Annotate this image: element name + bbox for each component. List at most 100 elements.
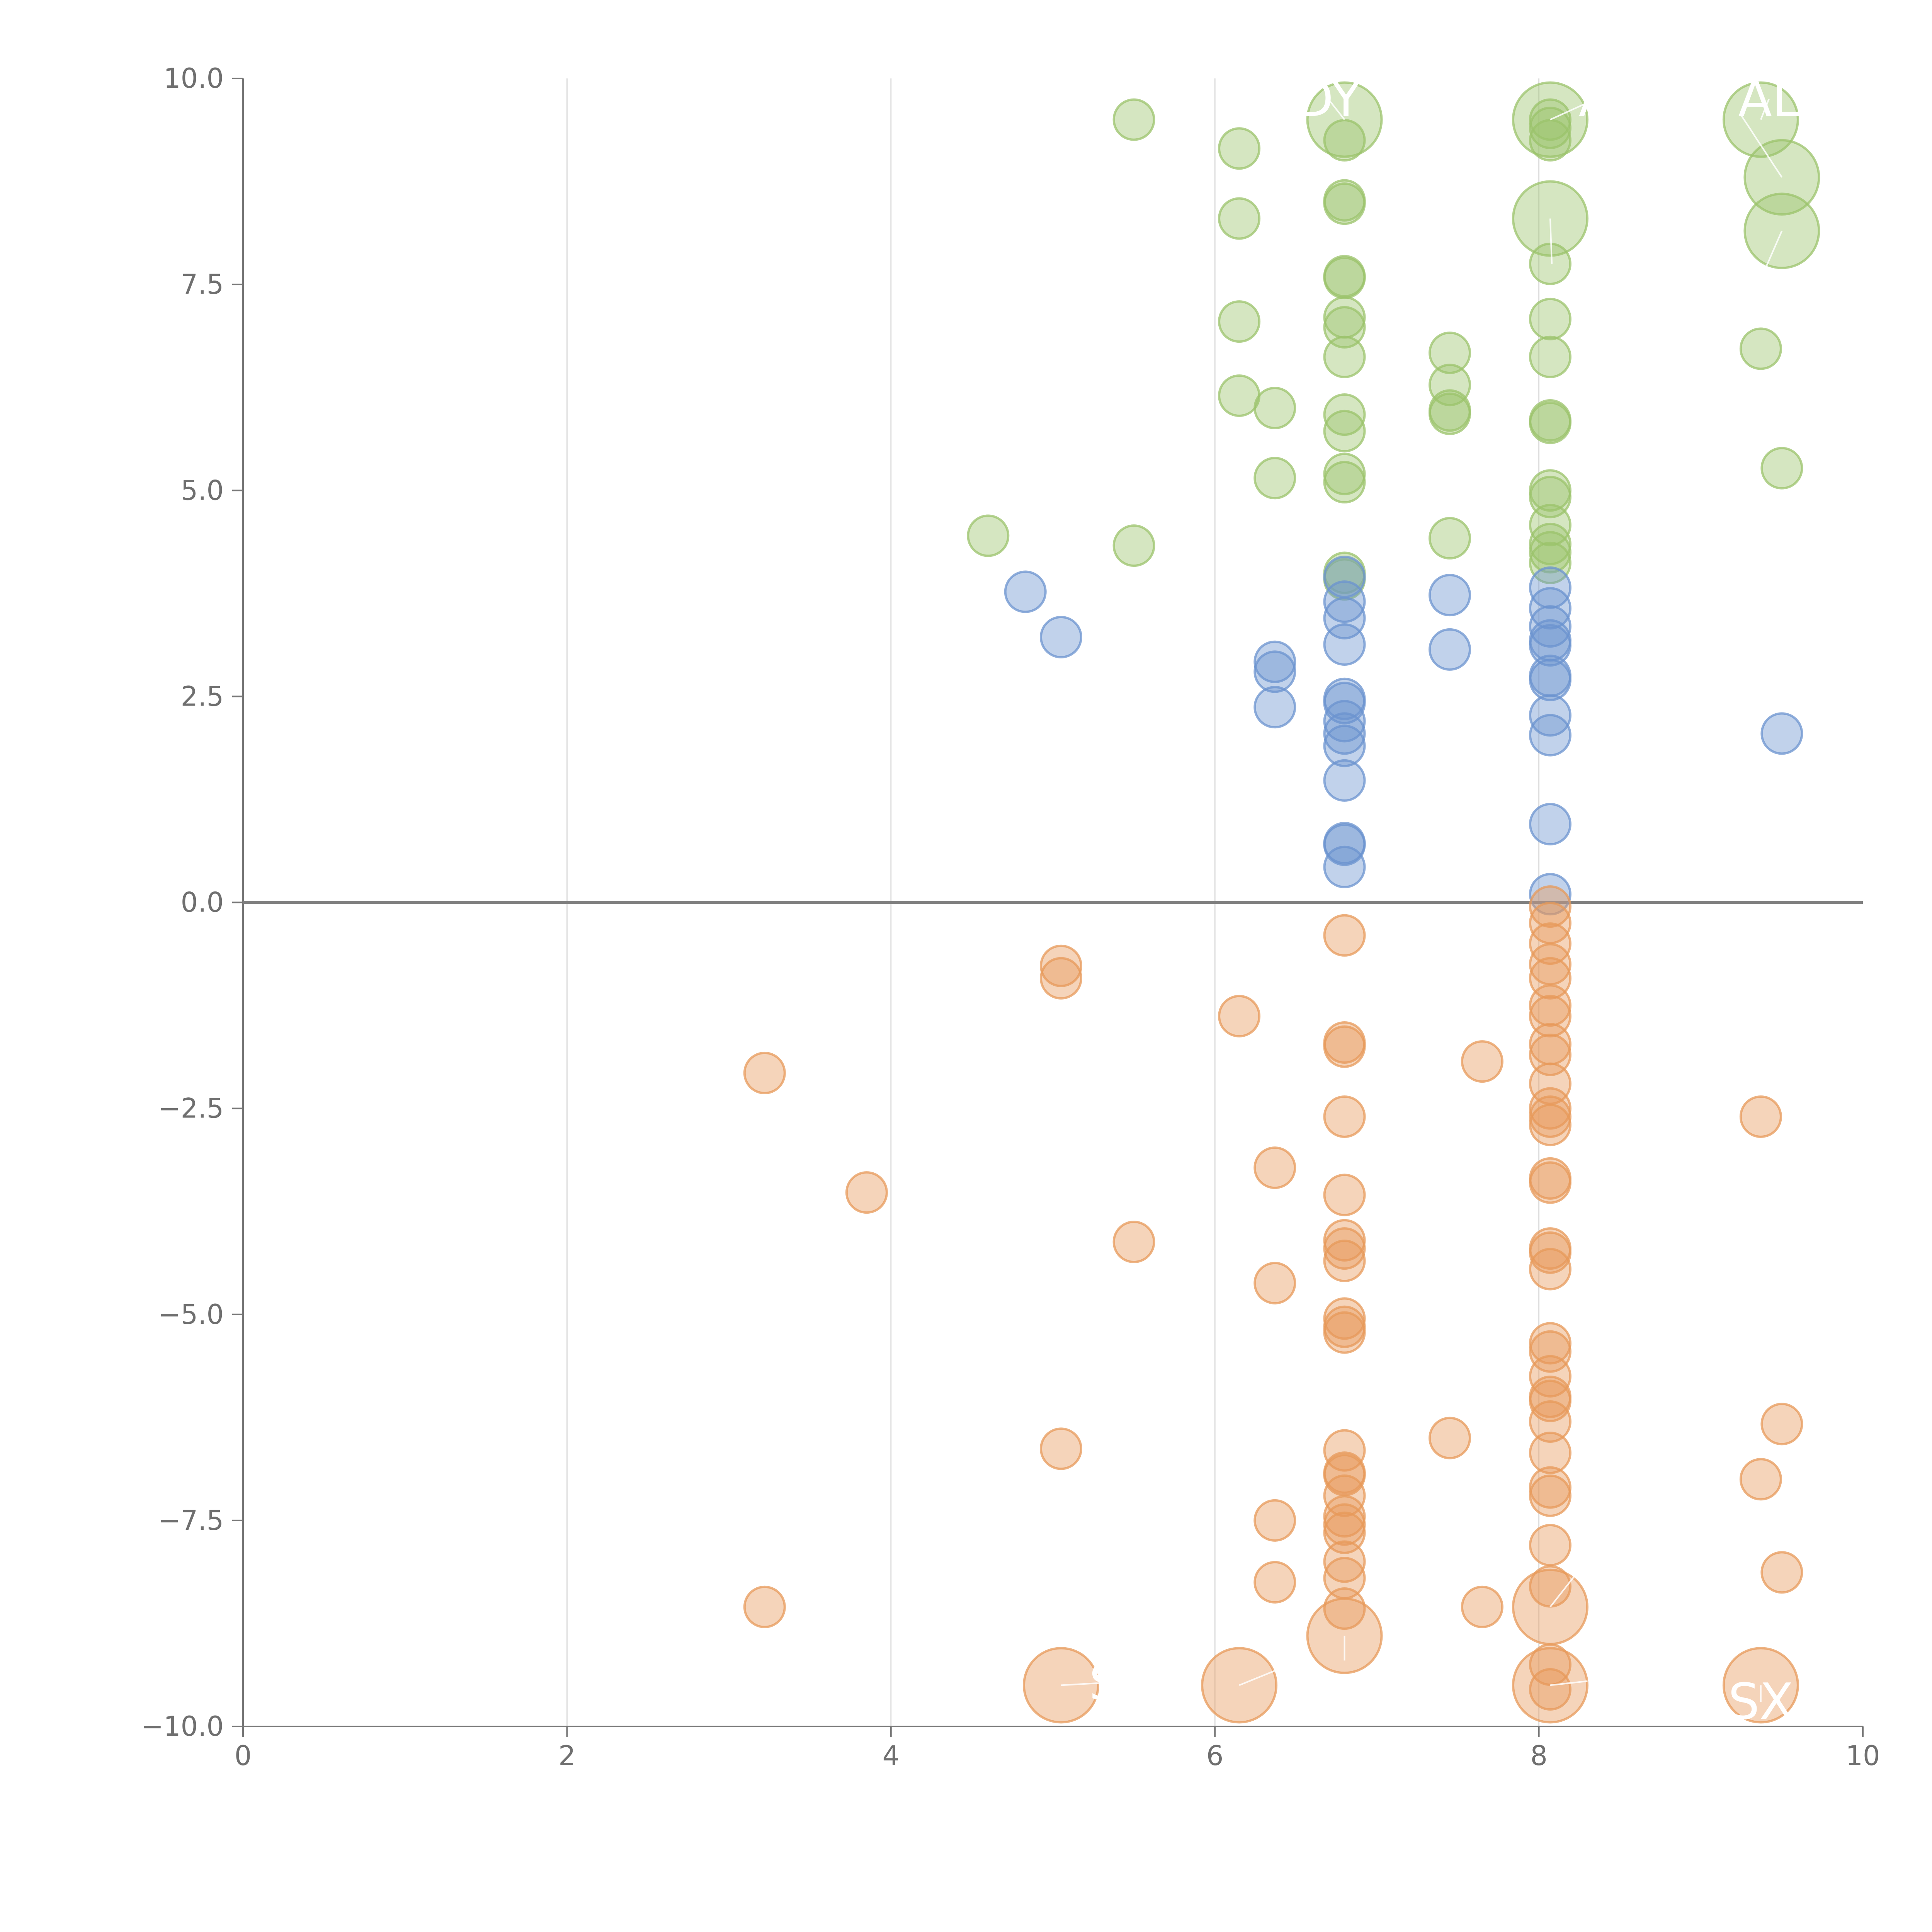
orange-point	[1529, 1248, 1571, 1291]
green-point	[967, 514, 1010, 557]
data-points	[743, 81, 1820, 1724]
green-point	[1529, 298, 1571, 340]
x-tick-label: 10	[1845, 1740, 1880, 1772]
y-tick-label: 5.0	[181, 474, 224, 506]
callout-label: SX	[1728, 1673, 1793, 1731]
callout-leader-line	[1550, 1680, 1588, 1686]
orange-point	[1253, 1499, 1296, 1542]
y-tick-label: −5.0	[158, 1299, 224, 1330]
orange-point	[1253, 1262, 1296, 1304]
orange-point	[1323, 1227, 1366, 1270]
orange-point	[1529, 1400, 1571, 1443]
blue-point	[1529, 624, 1571, 667]
callout-leader-line	[1760, 99, 1770, 120]
green-point	[1218, 127, 1261, 170]
blue-point	[1323, 759, 1366, 802]
callout-label: DY	[1296, 70, 1362, 128]
axes: 0 2 4 6 8 10 10.0 7.5 5.0 2.5 0.0 −2.5 −5.0 −7.5 −10.0	[141, 63, 1880, 1772]
callout-label: A	[1579, 70, 1613, 128]
orange-point	[1323, 1429, 1366, 1472]
orange-point	[1429, 1417, 1471, 1459]
blue-point	[1253, 640, 1296, 683]
orange-point	[1253, 1561, 1296, 1604]
y-tick-label: 10.0	[163, 63, 224, 94]
callout-leader-line	[1549, 1569, 1580, 1608]
orange-point	[1461, 1585, 1503, 1628]
green-point	[1323, 119, 1366, 162]
orange-point	[1739, 1095, 1782, 1138]
green-point	[1323, 306, 1366, 349]
blue-point	[1323, 700, 1366, 743]
blue-point	[1529, 587, 1571, 630]
callout-label: AL	[1738, 70, 1799, 128]
blue-point	[1323, 845, 1366, 888]
orange-point	[1323, 1311, 1366, 1354]
orange-point	[1461, 1040, 1503, 1083]
green-point	[1529, 106, 1571, 149]
orange-point	[1253, 1146, 1296, 1189]
orange-point	[1323, 1095, 1366, 1138]
orange-point	[1323, 1240, 1366, 1282]
callout-labels: DY A AL S SX	[1061, 70, 1799, 1731]
orange-point	[1039, 1427, 1082, 1470]
callout-leader-line	[1328, 99, 1345, 120]
orange-point	[1529, 1231, 1571, 1274]
blue-point	[1323, 623, 1366, 666]
green-point	[1429, 392, 1471, 435]
orange-point	[1112, 1221, 1155, 1264]
green-point	[1429, 332, 1471, 374]
blue-point	[1323, 712, 1366, 755]
orange-point	[1739, 1458, 1782, 1501]
callout-leader-line	[1740, 115, 1783, 178]
callout-label: S	[1089, 1654, 1121, 1712]
green-point	[1323, 335, 1366, 378]
callout-leader-line	[1550, 98, 1596, 121]
orange-point	[1529, 1330, 1571, 1373]
orange-point	[1323, 914, 1366, 957]
green-point	[1253, 457, 1296, 500]
green-point	[1112, 524, 1155, 567]
green-point	[1323, 393, 1366, 436]
x-tick-label: 8	[1530, 1740, 1548, 1772]
green-point	[1218, 374, 1261, 417]
blue-point	[1323, 724, 1366, 767]
blue-point	[1429, 628, 1471, 671]
callout-leader-line	[1239, 1668, 1280, 1686]
green-point	[1529, 541, 1571, 584]
y-tick-label: −10.0	[141, 1711, 224, 1742]
orange-point	[1323, 1173, 1366, 1216]
orange-point	[1218, 995, 1261, 1037]
orange-point	[1529, 1432, 1571, 1475]
y-tick-label: −7.5	[158, 1505, 224, 1536]
green-point	[1253, 387, 1296, 429]
x-tick-label: 0	[235, 1740, 252, 1772]
blue-point	[1323, 823, 1366, 866]
green-point	[1323, 410, 1366, 452]
orange-point	[1529, 1524, 1571, 1566]
green-point	[1529, 531, 1571, 574]
blue-point	[1529, 714, 1571, 757]
green-point	[1529, 119, 1571, 162]
green-point	[1529, 401, 1571, 444]
orange-point	[1323, 1540, 1366, 1583]
blue-point	[1429, 574, 1471, 617]
blue-point	[1529, 873, 1571, 916]
blue-point	[1529, 658, 1571, 701]
y-tick-label: 7.5	[181, 269, 224, 300]
orange-point	[1039, 957, 1082, 1000]
blue-point	[1004, 570, 1047, 613]
green-point	[1323, 257, 1366, 299]
green-point	[1529, 335, 1571, 378]
blue-point	[1253, 686, 1296, 729]
orange-point	[1529, 1161, 1571, 1204]
orange-point	[743, 1585, 786, 1628]
blue-point	[1760, 712, 1803, 755]
green-point	[1112, 98, 1155, 141]
y-tick-label: 0.0	[181, 887, 224, 918]
orange-point	[1529, 1668, 1571, 1711]
orange-point	[1529, 984, 1571, 1027]
x-tick-label: 6	[1206, 1740, 1224, 1772]
orange-point	[845, 1171, 888, 1214]
blue-point	[1253, 650, 1296, 693]
